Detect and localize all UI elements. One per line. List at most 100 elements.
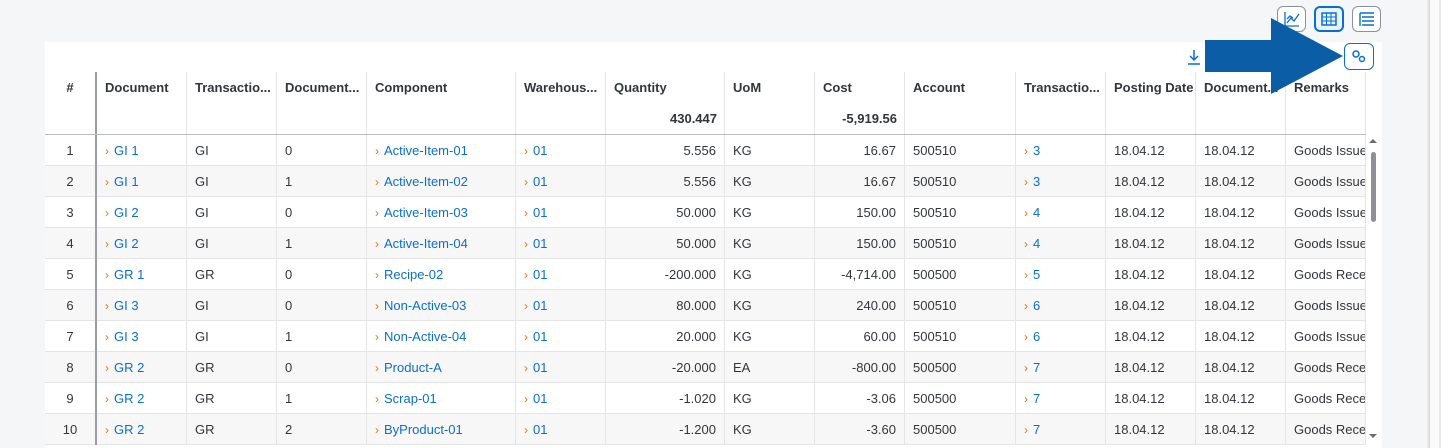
chevron-icon: › [1024,330,1028,344]
link-cell[interactable]: › GR 2 [97,383,187,414]
chevron-icon: › [524,361,528,375]
link-cell[interactable]: › 7 [1016,383,1106,414]
cell: 3 [45,197,97,228]
link-cell[interactable]: › 01 [516,321,606,352]
table-row [45,259,1366,290]
cell-text: Goods Issue [1294,329,1366,344]
link-cell[interactable]: › GI 3 [97,321,187,352]
icon [1188,50,1200,66]
link-cell[interactable]: › Active-Item-01 [367,135,516,166]
link-cell[interactable]: › GI 2 [97,228,187,259]
cell: 0 [277,352,367,383]
totals-cell [1106,103,1196,134]
link-cell[interactable]: › 6 [1016,290,1106,321]
cell: KG [725,321,815,352]
link-cell[interactable]: › Active-Item-03 [367,197,516,228]
link-cell[interactable]: › GI 1 [97,135,187,166]
link-cell[interactable]: › GR 2 [97,352,187,383]
link-cell[interactable]: › 01 [516,414,606,445]
cell-text: KG [733,298,752,313]
cell-text: 0 [285,298,293,313]
cell-text: 18.04.12 [1114,267,1165,282]
link-cell[interactable]: › GR 2 [97,414,187,445]
cell-text: 01 [533,205,548,220]
cell: 1 [277,321,367,352]
link-cell[interactable]: › 7 [1016,414,1106,445]
cell: KG [725,259,815,290]
cell-text: 500500 [913,391,957,406]
cell: Goods Rece [1286,259,1366,290]
settings-button[interactable] [1344,43,1374,70]
cell: 500500 [905,414,1016,445]
chevron-icon: › [375,175,379,189]
link-cell[interactable]: › GR 1 [97,259,187,290]
link-cell[interactable]: › GI 2 [97,197,187,228]
cell: Goods Issue [1286,197,1366,228]
link-cell[interactable]: › 01 [516,290,606,321]
cell-text: GI [195,174,209,189]
link-cell[interactable]: › 01 [516,383,606,414]
cell-text: 4 [1033,205,1041,220]
link-cell[interactable]: › 4 [1016,197,1106,228]
cell-text: 01 [533,298,548,313]
cell: Goods Issue [1286,166,1366,197]
cell-text: Scrap-01 [384,391,437,406]
link-cell[interactable]: › Active-Item-02 [367,166,516,197]
chevron-icon: › [524,299,528,313]
link-cell[interactable]: › 01 [516,135,606,166]
link-cell[interactable]: › 01 [516,259,606,290]
cell-text: 1 [285,391,293,406]
link-cell[interactable]: › 01 [516,228,606,259]
link-cell[interactable]: › Product-A [367,352,516,383]
link-cell[interactable]: › 01 [516,166,606,197]
cell: KG [725,290,815,321]
link-cell[interactable]: › 4 [1016,228,1106,259]
cell: 500500 [905,383,1016,414]
table-scrollbar[interactable] [1366,137,1380,443]
totals-cell [1286,103,1366,134]
cell-text: GR [195,267,215,282]
link-cell[interactable]: › Non-Active-03 [367,290,516,321]
cell-text: 18.04.12 [1204,174,1255,189]
link-cell[interactable]: › 5 [1016,259,1106,290]
cell-text: 0 [285,205,293,220]
link-cell[interactable]: › Non-Active-04 [367,321,516,352]
chevron-icon: › [1024,392,1028,406]
list-view-button[interactable] [1352,6,1381,32]
cell-text: 18.04.12 [1204,205,1255,220]
link-cell[interactable]: › 7 [1016,352,1106,383]
link-cell[interactable]: › 01 [516,197,606,228]
page-scrollbar[interactable] [1427,0,1441,448]
link-cell[interactable]: › ByProduct-01 [367,414,516,445]
cell-text: 500510 [913,205,957,220]
chevron-icon: › [1024,206,1028,220]
column-header: Remarks [1286,72,1366,103]
link-cell[interactable]: › 3 [1016,166,1106,197]
icon [1352,50,1366,63]
cell: 0 [277,197,367,228]
link-cell[interactable]: › 3 [1016,135,1106,166]
cell-text: 500500 [913,422,957,437]
column-header: Cost [815,72,905,103]
chevron-icon: › [524,237,528,251]
link-cell[interactable]: › GI 3 [97,290,187,321]
chevron-icon: › [1024,361,1028,375]
cell: KG [725,383,815,414]
link-cell[interactable]: › Recipe-02 [367,259,516,290]
cell: 7 [45,321,97,352]
cell-text: 4 [66,236,74,251]
cell: KG [725,197,815,228]
cell-text: 01 [533,329,548,344]
link-cell[interactable]: › 6 [1016,321,1106,352]
column-header: Account [905,72,1016,103]
column-header: Warehous... [516,72,606,103]
link-cell[interactable]: › Active-Item-04 [367,228,516,259]
link-cell[interactable]: › 01 [516,352,606,383]
link-cell[interactable]: › Scrap-01 [367,383,516,414]
chevron-icon: › [105,299,109,313]
table-view-button[interactable] [1314,6,1344,32]
link-cell[interactable]: › GI 1 [97,166,187,197]
cell-text: 5.556 [683,174,716,189]
cell-text: Product-A [384,360,442,375]
